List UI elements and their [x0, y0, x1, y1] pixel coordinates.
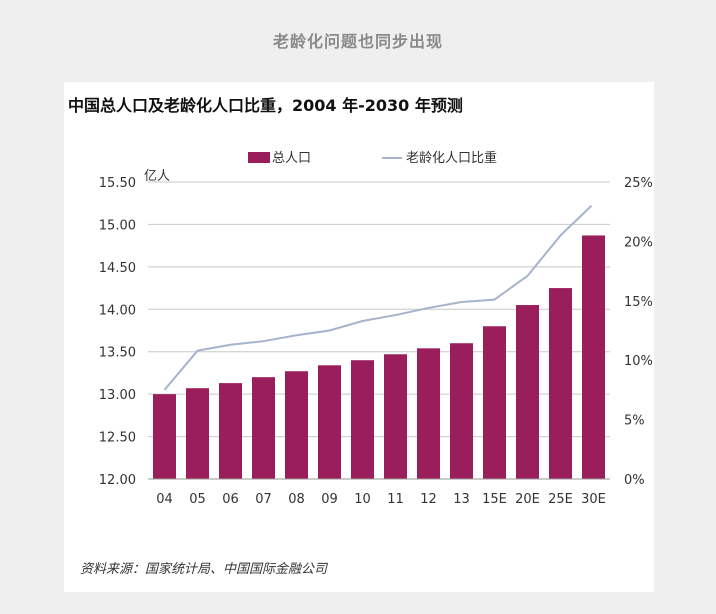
x-tick-label: 04 — [156, 492, 173, 507]
chart-plot: 12.00 12.50 13.00 13.50 14.00 14.50 15.00 15.50… — [99, 150, 653, 507]
bar-series — [153, 235, 605, 479]
x-tick-label: 11 — [387, 492, 404, 507]
axes: 12.00 12.50 13.00 13.50 14.00 14.50 15.00 15.50… — [99, 169, 653, 507]
bar — [186, 388, 209, 479]
grid-lines — [148, 181, 610, 480]
x-tick-label: 20E — [515, 492, 540, 507]
x-tick-label: 05 — [189, 492, 206, 507]
y-tick-label: 13.00 — [99, 388, 136, 403]
bar — [318, 365, 341, 479]
bar — [153, 394, 176, 479]
y2-tick-label: 5% — [624, 414, 645, 429]
legend-label-aging: 老龄化人口比重 — [406, 150, 497, 166]
y-tick-label: 12.50 — [99, 431, 136, 446]
bar — [351, 360, 374, 479]
line-series — [163, 205, 593, 391]
y-tick-label: 15.00 — [99, 218, 136, 233]
bar — [582, 235, 605, 479]
bar — [483, 326, 506, 479]
bar — [219, 383, 242, 479]
y2-tick-label: 0% — [624, 473, 645, 488]
legend-label-population: 总人口 — [272, 151, 311, 166]
y-tick-label: 14.50 — [99, 261, 136, 276]
y-tick-label: 13.50 — [99, 346, 136, 361]
x-tick-label: 30E — [581, 492, 606, 507]
x-tick-label: 15E — [482, 492, 507, 507]
bar — [417, 348, 440, 479]
bar — [450, 343, 473, 479]
legend: 总人口 老龄化人口比重 — [248, 150, 497, 166]
y-tick-label: 15.50 — [99, 176, 136, 191]
page-heading: 老龄化问题也同步出现 — [272, 32, 443, 51]
y2-tick-label: 20% — [624, 235, 653, 250]
x-tick-label: 07 — [255, 492, 272, 507]
x-tick-label: 08 — [288, 492, 305, 507]
aging-ratio-line — [163, 205, 593, 391]
x-tick-label: 06 — [222, 492, 239, 507]
chart-title: 中国总人口及老龄化人口比重，2004 年-2030 年预测 — [68, 96, 463, 115]
bar — [516, 305, 539, 479]
y-tick-label: 12.00 — [99, 473, 136, 488]
y2-tick-label: 10% — [624, 354, 653, 369]
x-tick-label: 13 — [453, 492, 470, 507]
x-tick-label: 12 — [420, 492, 437, 507]
bar — [252, 377, 275, 479]
y-axis-label: 亿人 — [144, 169, 170, 184]
y2-tick-label: 25% — [624, 176, 653, 191]
legend-swatch-population — [248, 152, 270, 163]
x-tick-label: 10 — [354, 492, 371, 507]
bar — [384, 354, 407, 479]
x-tick-label: 09 — [321, 492, 338, 507]
y2-tick-label: 15% — [624, 295, 653, 310]
bar — [549, 288, 572, 479]
source-note: 资料来源：国家统计局、中国国际金融公司 — [80, 562, 328, 577]
x-tick-label: 25E — [548, 492, 573, 507]
y-tick-label: 14.00 — [99, 303, 136, 318]
chart-card: 中国总人口及老龄化人口比重，2004 年-2030 年预测 12.00 12.50… — [64, 82, 654, 592]
bar — [285, 371, 308, 479]
